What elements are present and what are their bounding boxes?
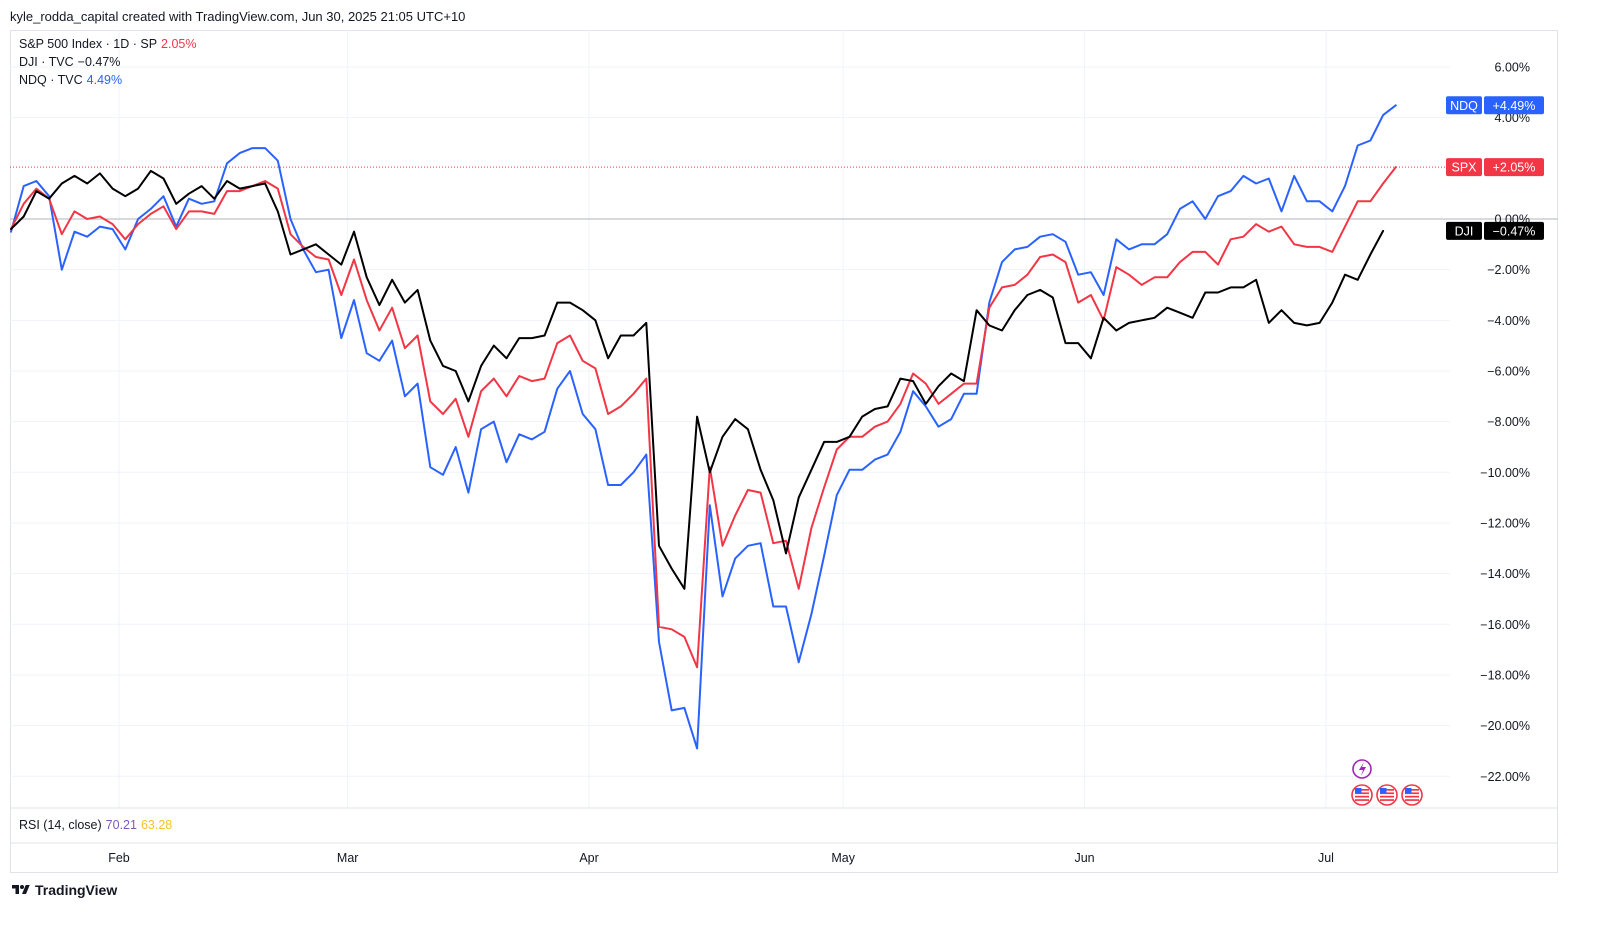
x-tick-label: May <box>831 851 855 865</box>
y-axis-labels: 6.00%4.00%0.00%−2.00%−4.00%−6.00%−8.00%−… <box>1480 61 1530 784</box>
y-tick-label: −4.00% <box>1487 314 1530 328</box>
legend-spx-value: 2.05% <box>161 37 197 51</box>
price-tags: NDQ +4.49% SPX +2.05% DJI −0.47% <box>1446 96 1544 240</box>
event-markers <box>1352 759 1372 779</box>
price-tag-value: +2.05% <box>1493 161 1536 175</box>
y-tick-label: −10.00% <box>1480 466 1530 480</box>
us-flag-event-icon[interactable] <box>1351 784 1373 806</box>
legend-dji[interactable]: DJI · TVC −0.47% <box>19 55 120 69</box>
series-line-ndq[interactable] <box>10 104 1397 750</box>
x-tick-label: Feb <box>108 851 130 865</box>
y-tick-label: −6.00% <box>1487 364 1530 378</box>
chart-frame <box>10 30 1558 873</box>
y-tick-label: −14.00% <box>1480 567 1530 581</box>
us-flag-event-icon[interactable] <box>1376 784 1398 806</box>
price-tag-dji[interactable]: DJI −0.47% <box>1446 221 1544 240</box>
price-tag-spx[interactable]: SPX +2.05% <box>1446 158 1544 177</box>
legend-spx-label: S&P 500 Index · 1D · SP <box>19 37 158 51</box>
us-flag-event-icon[interactable] <box>1401 784 1423 806</box>
y-tick-label: −2.00% <box>1487 263 1530 277</box>
y-tick-label: 4.00% <box>1495 111 1530 125</box>
price-tag-ndq[interactable]: NDQ +4.49% <box>1446 96 1544 115</box>
y-tick-label: −20.00% <box>1480 719 1530 733</box>
y-tick-label: 6.00% <box>1495 61 1530 75</box>
y-tick-label: −18.00% <box>1480 668 1530 682</box>
x-tick-label: Apr <box>579 851 598 865</box>
series-line-spx[interactable] <box>10 166 1397 669</box>
grid-lines <box>10 30 1558 844</box>
legend-dji-value: −0.47% <box>77 55 121 69</box>
y-tick-label: −22.00% <box>1480 770 1530 784</box>
economic-events <box>1351 784 1423 806</box>
lightning-glyph <box>1359 762 1366 776</box>
legend-dji-label: DJI · TVC <box>19 55 74 69</box>
tradingview-logo-icon <box>12 885 30 894</box>
price-tag-symbol: SPX <box>1451 161 1477 175</box>
series-lines <box>10 104 1397 750</box>
x-tick-label: Jul <box>1318 851 1334 865</box>
x-tick-label: Jun <box>1074 851 1094 865</box>
price-tag-symbol: DJI <box>1455 224 1474 238</box>
y-tick-label: −16.00% <box>1480 618 1530 632</box>
legend-spx[interactable]: S&P 500 Index · 1D · SP 2.05% <box>19 37 197 51</box>
legend-ndq-value: 4.49% <box>86 73 123 87</box>
x-tick-label: Mar <box>337 851 359 865</box>
x-axis-labels: Feb Mar Apr May Jun Jul <box>108 851 1334 865</box>
tradingview-logo[interactable]: TradingView <box>10 882 117 898</box>
y-tick-label: −12.00% <box>1480 516 1530 530</box>
price-tag-value: −0.47% <box>1493 224 1536 238</box>
series-line-dji[interactable] <box>10 169 1385 590</box>
price-tag-value: +4.49% <box>1493 99 1536 113</box>
legend-ndq[interactable]: NDQ · TVC 4.49% <box>19 73 122 87</box>
legend-ndq-label: NDQ · TVC <box>19 73 83 87</box>
attribution-header: kyle_rodda_capital created with TradingV… <box>10 9 466 24</box>
y-tick-label: −8.00% <box>1487 415 1530 429</box>
price-tag-symbol: NDQ <box>1450 99 1478 113</box>
rsi-value-2: 63.28 <box>140 818 173 832</box>
rsi-label: RSI (14, close) <box>19 818 102 832</box>
rsi-value-1: 70.21 <box>105 818 137 832</box>
footer-brand: TradingView <box>35 882 118 898</box>
rsi-legend[interactable]: RSI (14, close) 70.21 63.28 <box>19 818 172 832</box>
